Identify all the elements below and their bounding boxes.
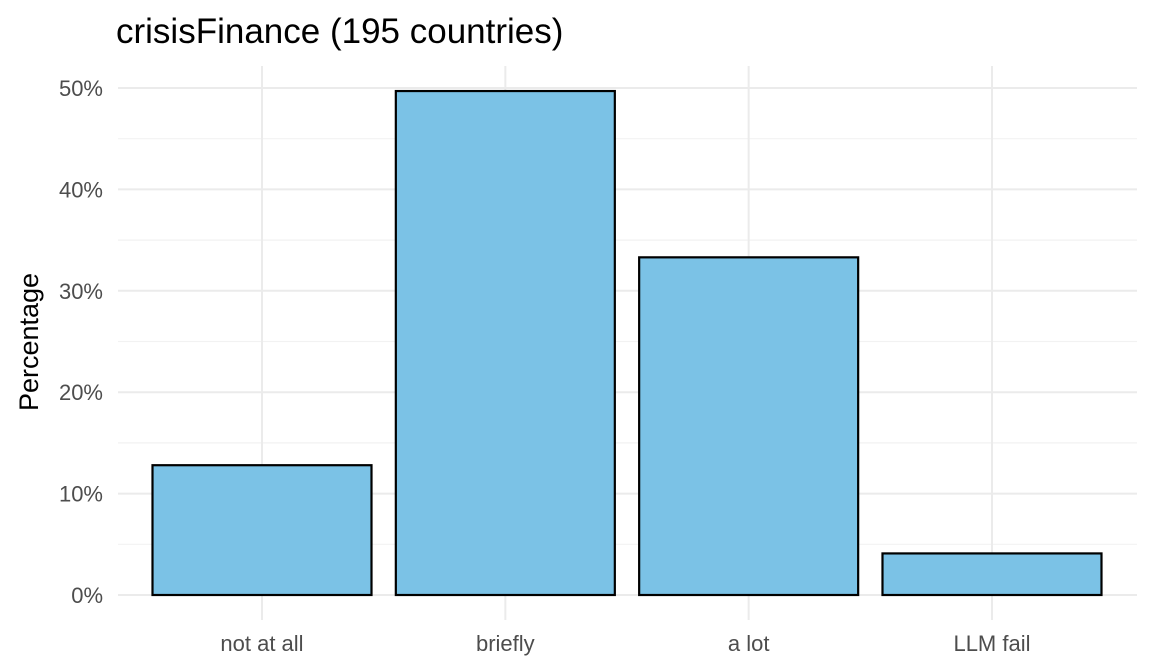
bar-not-at-all <box>151 464 373 597</box>
bar-briefly <box>394 89 616 597</box>
y-tick-labels: 0% 10% 20% 30% 40% 50% <box>59 76 103 608</box>
y-axis-label: Percentage <box>14 273 44 411</box>
bars-layer <box>151 89 1103 597</box>
y-tick-label: 20% <box>59 380 103 405</box>
y-tick-label: 10% <box>59 482 103 507</box>
y-tick-label: 40% <box>59 177 103 202</box>
bar-llm-fail <box>881 552 1103 597</box>
x-tick-label: LLM fail <box>953 631 1030 656</box>
y-tick-label: 0% <box>71 583 103 608</box>
x-tick-labels: not at all briefly a lot LLM fail <box>220 631 1030 656</box>
y-tick-label: 30% <box>59 279 103 304</box>
x-tick-label: not at all <box>220 631 303 656</box>
y-tick-label: 50% <box>59 76 103 101</box>
bar-a-lot <box>638 256 860 597</box>
chart-title: crisisFinance (195 countries) <box>116 12 563 51</box>
x-tick-label: a lot <box>728 631 770 656</box>
x-tick-label: briefly <box>476 631 535 656</box>
